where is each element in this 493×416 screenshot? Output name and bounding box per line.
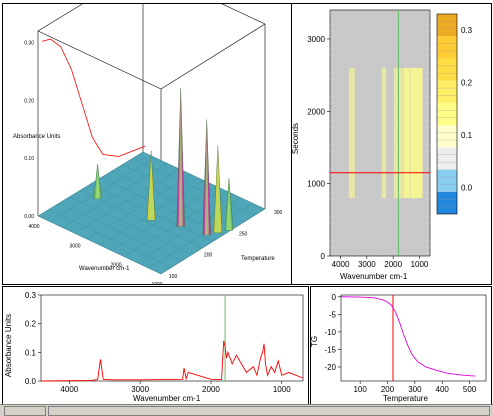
spectrum-plot-area [41, 295, 303, 381]
spectrum-y-tick-label: 0.0 [25, 377, 37, 386]
spectrum-x-tick-label: 1000 [273, 385, 291, 394]
colorbar-segment [437, 125, 457, 147]
tg-x-tick-label: 500 [463, 385, 477, 394]
contour-x-tick-label: 3000 [358, 260, 376, 269]
spectrum-x-axis-label: Wavenumber cm-1 [133, 394, 200, 403]
spectrum-y-tick-label: 0.3 [25, 291, 37, 300]
surface-y-tick-label: 150 [169, 274, 178, 280]
contour-x-tick-label: 4000 [332, 260, 350, 269]
colorbar-tick-label: 0.3 [461, 26, 473, 35]
contour-band [349, 68, 355, 198]
surface-box-edge [161, 24, 265, 89]
tg-x-axis-label: Temperature [383, 394, 428, 403]
surface-z-tick-label: 0.10 [24, 156, 34, 162]
tg-x-tick-label: 200 [381, 385, 395, 394]
colorbar-segment [437, 14, 457, 36]
surface-box-edge [38, 4, 143, 31]
tg-y-tick-label: 0 [332, 293, 337, 302]
surface-x-tick-label: 3000 [69, 243, 80, 249]
tg-x-tick-label: 300 [408, 385, 422, 394]
spectrum-y-tick-label: 0.2 [25, 320, 37, 329]
surface-x-tick-label: 4000 [28, 224, 39, 230]
contour-y-tick-label: 2000 [307, 107, 325, 116]
tg-chart[interactable]: 100 200 300 400 500 0 -5 -10 -15 -20 [311, 287, 491, 405]
contour-y-tick-label: 0 [321, 252, 326, 261]
contour-band [411, 68, 423, 198]
surface-y-tick-label: 250 [239, 231, 248, 237]
surface-y-tick-label: 300 [274, 210, 283, 216]
contour-band [382, 68, 387, 198]
status-bar [0, 404, 493, 416]
tg-x-tick-label: 400 [436, 385, 450, 394]
tg-y-axis-label: TG [310, 336, 319, 347]
colorbar-segment [437, 170, 457, 192]
colorbar-tick-label: 0.0 [461, 184, 473, 193]
surface-z-tick-label: 0.20 [24, 98, 34, 104]
tg-y-tick-label: -15 [324, 345, 336, 354]
surface-x-axis-label: Wavenumber cm-1 [79, 266, 129, 272]
contour-y-axis-label: Seconds [291, 123, 300, 154]
spectrum-x-tick-label: 2000 [202, 385, 220, 394]
colorbar-segment [437, 58, 457, 80]
contour-map-pane[interactable]: 4000 3000 2000 1000 0 1000 2000 3000 0.3 0.2 0.1 0… [291, 3, 492, 285]
surface-z-axis-label: Absorbance Units [13, 134, 60, 140]
surface-z-tick-label: 0.30 [24, 41, 34, 47]
tg-x-tick-label: 100 [353, 385, 367, 394]
contour-map-chart[interactable]: 4000 3000 2000 1000 0 1000 2000 3000 0.3 0.2 0.1 0… [292, 4, 491, 284]
spectrum-x-tick-label: 3000 [131, 385, 149, 394]
contour-y-tick-label: 1000 [307, 180, 325, 189]
colorbar-segment [437, 36, 457, 58]
surface-y-tick-label: 200 [204, 253, 213, 259]
surface-y-axis-label: Temperature [241, 256, 275, 262]
tg-y-tick-label: -20 [324, 363, 336, 372]
spectrum-x-tick-label: 4000 [60, 385, 78, 394]
spectrum-y-tick-label: 0.1 [25, 348, 37, 357]
contour-y-tick-label: 3000 [307, 35, 325, 44]
tg-plot-area [341, 295, 486, 381]
tg-y-tick-label: -10 [324, 328, 336, 337]
colorbar-segment [437, 147, 457, 169]
spectrum-y-axis-label: Absorbance Units [4, 314, 13, 377]
colorbar-segment [437, 192, 457, 214]
surface-box-edge [143, 4, 265, 24]
colorbar-tick-label: 0.1 [461, 131, 473, 140]
surface-3d-pane[interactable]: 0.000.100.200.30400030002000100015020025… [2, 3, 292, 285]
surface-x-tick-label: 1000 [151, 282, 162, 284]
contour-x-tick-label: 2000 [384, 260, 402, 269]
contour-x-axis-label: Wavenumber cm-1 [340, 272, 407, 281]
spectrum-pane[interactable]: 4000 3000 2000 1000 0.0 0.1 0.2 0.3 Wavenumber … [2, 286, 309, 406]
spectrum-chart[interactable]: 4000 3000 2000 1000 0.0 0.1 0.2 0.3 [3, 287, 308, 405]
contour-x-tick-label: 1000 [411, 260, 429, 269]
colorbar-segment [437, 103, 457, 125]
colorbar-segment [437, 81, 457, 103]
tg-y-tick-label: -5 [329, 310, 337, 319]
surface-box-edge [38, 31, 161, 89]
surface-3d-chart[interactable]: 0.000.100.200.30400030002000100015020025… [3, 4, 291, 284]
colorbar-tick-label: 0.2 [461, 78, 473, 87]
surface-z-tick-label: 0.00 [24, 214, 34, 220]
